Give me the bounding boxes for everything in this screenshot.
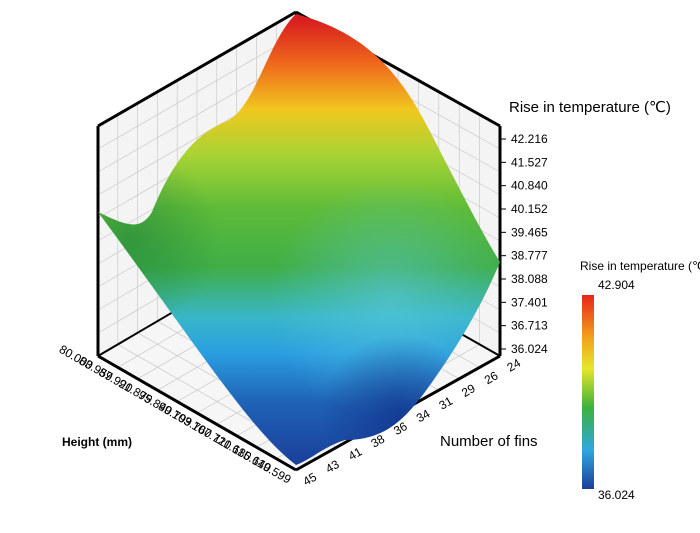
z-tick-label: 41.527 — [511, 155, 548, 169]
z-tick-label: 38.088 — [511, 272, 548, 286]
fins-tick-label: 31 — [437, 394, 456, 413]
colorbar: Rise in temperature (℃) 42.904 36.024 — [580, 259, 700, 502]
z-tick-label: 40.152 — [511, 202, 548, 216]
z-tick-label: 39.465 — [511, 225, 548, 239]
fins-axis-title: Number of fins — [440, 433, 538, 450]
fins-tick-label: 41 — [346, 444, 365, 463]
z-tick-label: 42.216 — [511, 132, 548, 146]
colorbar-gradient — [582, 295, 594, 489]
fins-tick-label: 24 — [505, 356, 524, 375]
colorbar-title: Rise in temperature (℃) — [580, 259, 700, 273]
fins-tick-label: 36 — [391, 419, 410, 438]
fins-tick-label: 38 — [369, 432, 388, 451]
fins-tick-label: 45 — [301, 470, 320, 489]
z-tick-label: 40.840 — [511, 179, 548, 193]
fins-tick-label: 29 — [459, 381, 478, 400]
fins-tick-label: 26 — [482, 368, 501, 387]
height-axis-title: Height (mm) — [62, 435, 132, 449]
z-tick-label: 36.713 — [511, 319, 548, 333]
fins-tick-label: 34 — [414, 406, 433, 425]
temperature-surface — [98, 14, 500, 465]
colorbar-max-label: 42.904 — [598, 278, 635, 292]
fins-tick-label: 43 — [323, 457, 342, 476]
z-tick-label: 38.777 — [511, 249, 548, 263]
z-tick-label: 37.401 — [511, 295, 548, 309]
z-tick-label: 36.024 — [511, 342, 548, 356]
z-axis-ticks: 42.216 41.527 40.840 40.152 39.465 38.777 38.0… — [500, 132, 548, 356]
colorbar-min-label: 36.024 — [598, 488, 635, 502]
z-axis-title: Rise in temperature (℃) — [509, 99, 671, 116]
